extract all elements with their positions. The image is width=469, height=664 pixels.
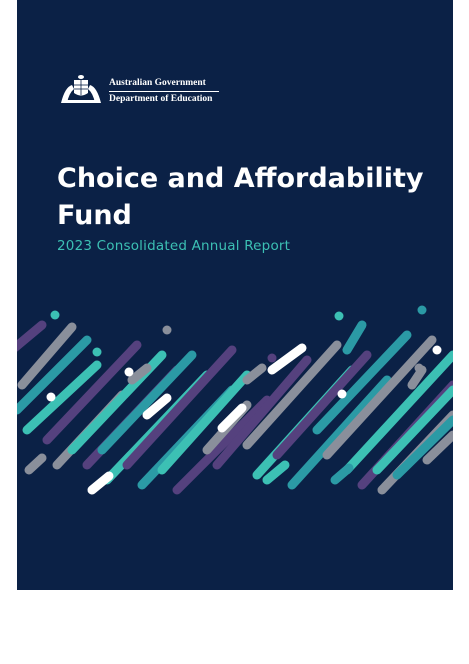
report-subtitle: 2023 Consolidated Annual Report <box>57 238 291 254</box>
title-line-2: Fund <box>57 200 132 231</box>
report-cover: Australian Government Department of Educ… <box>17 0 453 590</box>
report-title: Choice and Affordability Fund <box>57 160 437 234</box>
government-name: Australian Government <box>109 78 206 88</box>
diagonal-stripes-pattern <box>17 305 453 495</box>
title-line-1: Choice and Affordability <box>57 163 424 194</box>
branding-divider <box>109 91 219 92</box>
coat-of-arms-icon <box>61 75 101 103</box>
department-name: Department of Education <box>109 94 213 104</box>
government-branding: Australian Government Department of Educ… <box>109 77 219 106</box>
